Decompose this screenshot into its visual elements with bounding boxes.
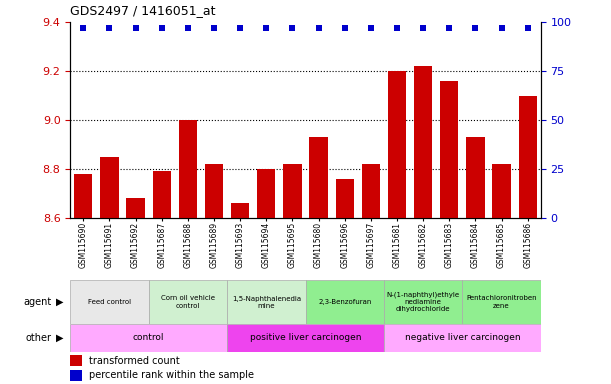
Text: GDS2497 / 1416051_at: GDS2497 / 1416051_at <box>70 4 216 17</box>
Bar <box>227 280 306 324</box>
Bar <box>362 164 380 218</box>
Text: ▶: ▶ <box>56 333 64 343</box>
Point <box>340 25 349 31</box>
Point <box>470 25 480 31</box>
Bar <box>384 280 463 324</box>
Point <box>209 25 219 31</box>
Bar <box>179 120 197 218</box>
Bar <box>306 280 384 324</box>
Point <box>157 25 167 31</box>
Text: percentile rank within the sample: percentile rank within the sample <box>89 370 254 381</box>
Bar <box>153 171 171 218</box>
Bar <box>148 280 227 324</box>
Point <box>78 25 88 31</box>
Bar <box>284 164 302 218</box>
Point <box>131 25 141 31</box>
Text: 2,3-Benzofuran: 2,3-Benzofuran <box>318 299 371 305</box>
Bar <box>227 324 384 352</box>
Point <box>288 25 298 31</box>
Bar <box>70 355 81 366</box>
Point <box>419 25 428 31</box>
Point <box>313 25 323 31</box>
Bar <box>70 369 81 381</box>
Bar <box>205 164 223 218</box>
Bar <box>519 96 537 218</box>
Text: positive liver carcinogen: positive liver carcinogen <box>250 333 361 343</box>
Text: agent: agent <box>24 297 52 307</box>
Bar <box>257 169 276 218</box>
Point <box>497 25 507 31</box>
Bar <box>466 137 485 218</box>
Text: control: control <box>133 333 164 343</box>
Point <box>392 25 402 31</box>
Text: other: other <box>26 333 52 343</box>
Bar <box>126 199 145 218</box>
Text: ▶: ▶ <box>56 297 64 307</box>
Text: N-(1-naphthyl)ethyle
nediamine
dihydrochloride: N-(1-naphthyl)ethyle nediamine dihydroch… <box>387 292 459 312</box>
Bar <box>309 137 327 218</box>
Point <box>235 25 245 31</box>
Text: Corn oil vehicle
control: Corn oil vehicle control <box>161 296 215 308</box>
Text: transformed count: transformed count <box>89 356 180 366</box>
Text: negative liver carcinogen: negative liver carcinogen <box>404 333 520 343</box>
Point <box>262 25 271 31</box>
Point <box>104 25 114 31</box>
Bar <box>440 81 458 218</box>
Bar <box>414 66 432 218</box>
Bar <box>231 203 249 218</box>
Bar <box>70 280 148 324</box>
Text: Pentachloronitroben
zene: Pentachloronitroben zene <box>466 296 537 308</box>
Point <box>366 25 376 31</box>
Bar <box>492 164 511 218</box>
Bar <box>384 324 541 352</box>
Bar <box>70 324 227 352</box>
Bar <box>463 280 541 324</box>
Point <box>183 25 193 31</box>
Bar <box>100 157 119 218</box>
Text: 1,5-Naphthalenedia
mine: 1,5-Naphthalenedia mine <box>232 296 301 308</box>
Point <box>523 25 533 31</box>
Bar <box>74 174 92 218</box>
Bar <box>388 71 406 218</box>
Text: Feed control: Feed control <box>88 299 131 305</box>
Point <box>444 25 454 31</box>
Bar <box>335 179 354 218</box>
